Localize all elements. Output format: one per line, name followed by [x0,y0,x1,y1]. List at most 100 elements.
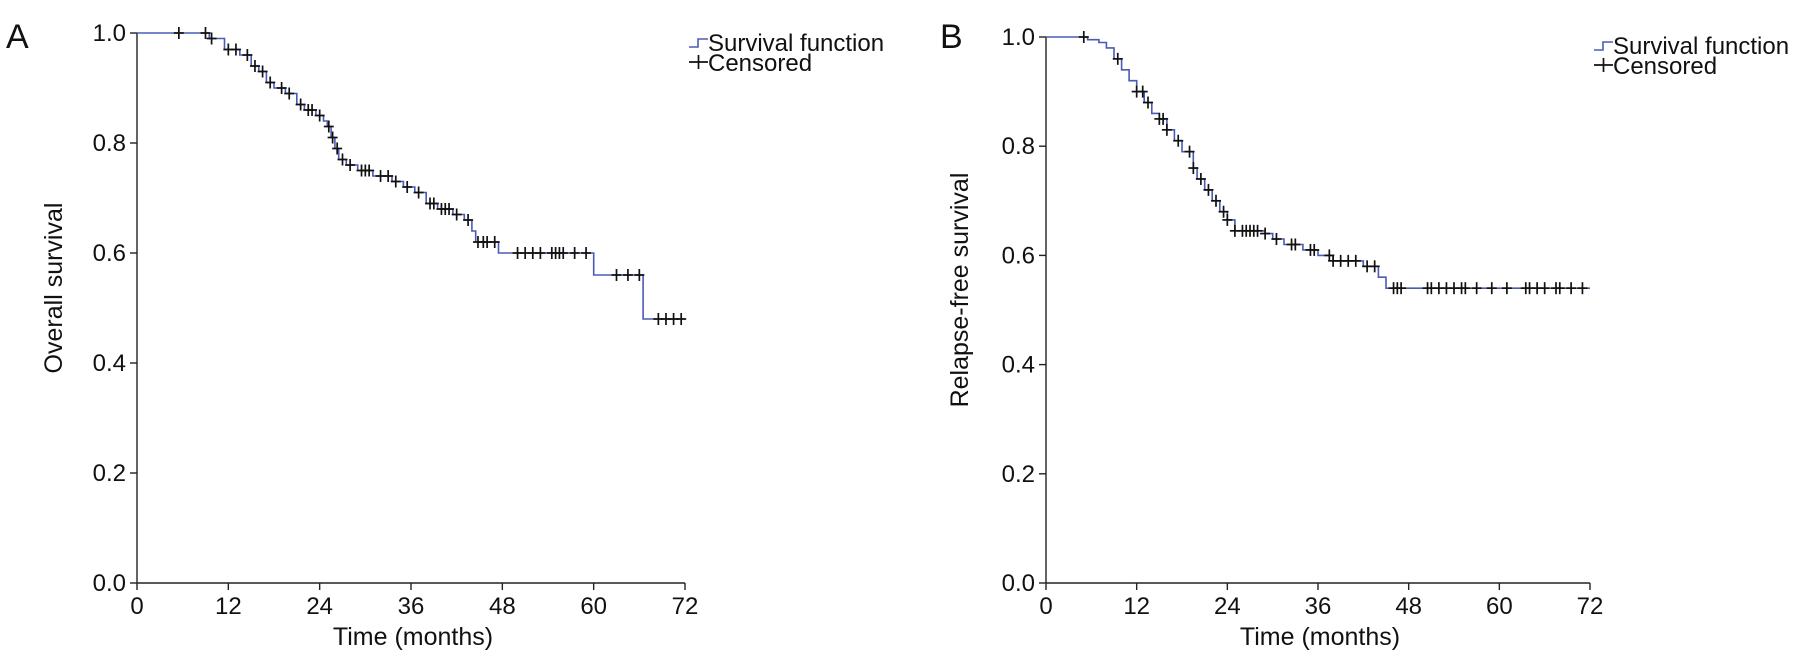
x-tick-label: 0 [130,593,143,620]
censor-mark [558,247,569,259]
legend-survival-label: Survival function [708,30,884,57]
censor-mark [428,197,439,210]
censor-mark [1290,238,1301,251]
y-tick-label: 1.0 [93,20,126,47]
legend-survival-swatch [1594,41,1613,51]
y-tick-label: 0.2 [93,460,126,487]
y-tick-label: 0.0 [1002,570,1035,597]
censor-mark [390,175,401,188]
y-tick-label: 0.6 [1002,242,1035,269]
censor-mark [1271,233,1282,246]
x-axis-title: Time (months) [333,623,493,651]
censor-mark [451,208,462,221]
censor-mark [1184,145,1195,158]
censor-mark [1188,162,1199,175]
censor-mark [249,60,260,72]
censor-mark [402,181,413,193]
censor-mark [1554,282,1565,295]
x-tick-label: 48 [1395,593,1422,620]
censor-mark [1218,205,1229,218]
censor-mark [463,214,474,226]
censor-mark [364,164,375,177]
censor-mark [284,87,295,100]
legend-censored-label: Censored [708,50,812,77]
censor-mark [206,32,217,45]
censor-mark [332,142,343,155]
censor-mark [1369,260,1380,273]
censor-mark [1471,282,1482,295]
legend-survival-swatch [689,38,708,48]
censor-mark [327,131,338,144]
censor-mark [413,186,424,199]
censor-mark [1143,96,1153,109]
censor-mark [1078,31,1089,43]
censor-mark [1539,282,1550,295]
censor-mark [1350,254,1361,267]
censor-mark [489,236,500,248]
censor-mark [444,203,455,215]
censor-mark [676,313,687,325]
censor-mark [611,269,622,281]
chart-panel-b: B 0.0 0.2 0.4 0.6 0.8 1.0 0 12 24 36 48 60 72 Time (mo… [940,18,1789,651]
y-tick-label: 0.4 [93,350,126,377]
censor-mark [581,247,592,259]
censor-mark [1501,282,1512,295]
censor-mark [1161,123,1172,136]
x-tick-label: 12 [1123,593,1150,620]
x-tick-label: 48 [489,593,516,620]
censor-mark [1112,52,1123,65]
censor-mark [1137,85,1148,98]
censor-mark [1173,134,1184,147]
censor-mark [1195,172,1206,185]
y-tick-label: 0.8 [93,130,126,157]
x-tick-label: 24 [306,593,333,620]
x-tick-label: 12 [215,593,242,620]
x-tick-label: 24 [1214,593,1241,620]
censor-mark [634,269,645,281]
x-tick-label: 0 [1039,593,1052,620]
censor-mark [200,27,211,39]
censor-mark [1222,213,1233,226]
panel-label: B [940,18,963,56]
censor-mark [345,159,356,171]
censor-mark [1396,282,1407,295]
censor-mark [535,247,546,259]
censor-mark [173,27,184,39]
censor-mark [295,98,306,111]
y-tick-label: 0.2 [1002,461,1035,488]
censor-mark [1460,282,1471,295]
censor-mark [383,170,394,182]
censor-mark [323,120,334,133]
y-tick-label: 0.6 [93,240,126,267]
censor-mark [307,104,318,116]
censor-mark [1252,224,1263,237]
x-tick-label: 60 [580,593,607,620]
censor-mark [265,76,276,89]
censor-mark [1577,282,1588,295]
y-tick-label: 0.4 [1002,352,1035,379]
censor-mark [276,82,287,94]
survival-function-line [1046,36,1590,289]
x-axis-title: Time (months) [1240,623,1400,651]
censor-mark [1203,183,1214,196]
y-axis-title: Relapse-free survival [946,173,974,408]
censor-mark [569,247,580,259]
censor-mark [622,269,633,281]
censor-mark [1309,243,1320,256]
y-axis-title: Overall survival [40,203,68,374]
x-tick-label: 36 [398,593,425,620]
x-tick-label: 72 [672,593,699,620]
panel-label: A [6,18,29,56]
chart-panel-a: A 0.0 0.2 0.4 0.6 0.8 1.0 0 12 24 36 48 60 72 Time (mo… [6,18,884,651]
censor-mark [1211,194,1221,207]
censor-mark [314,109,325,122]
x-tick-label: 72 [1577,593,1604,620]
x-tick-label: 36 [1305,593,1332,620]
censor-mark [1158,112,1169,125]
censor-mark [257,65,268,78]
legend-censored-label: Censored [1613,53,1717,80]
censor-mark [337,153,348,166]
